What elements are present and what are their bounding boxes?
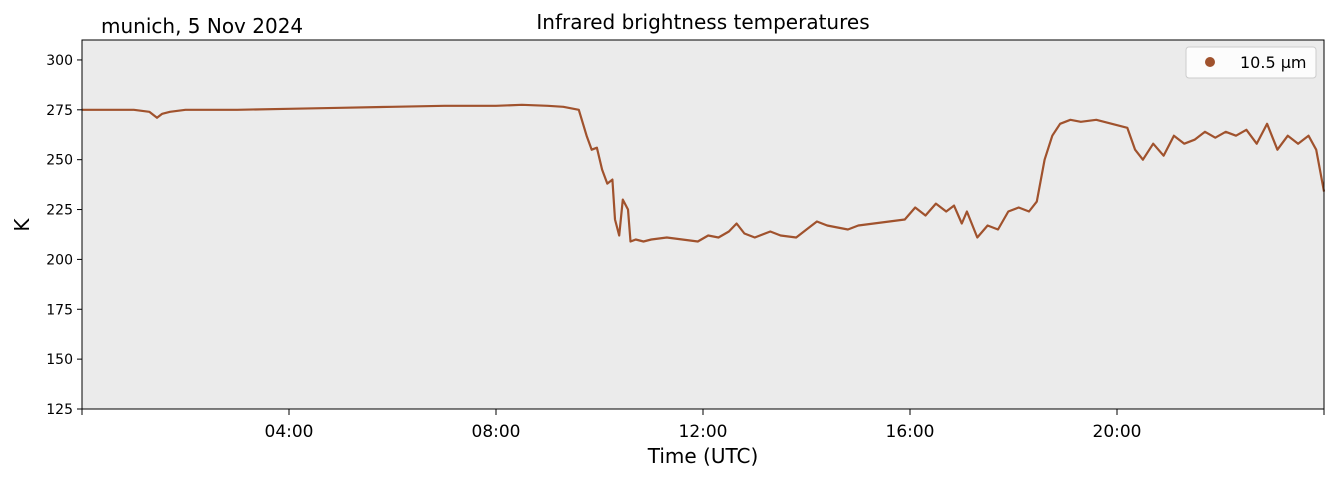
y-tick-label: 275: [46, 103, 73, 119]
y-tick-label: 225: [46, 203, 73, 219]
x-tick-label: 16:00: [886, 422, 935, 442]
x-tick-label: 04:00: [265, 422, 314, 442]
y-tick-label: 150: [46, 352, 73, 368]
location-date-label: munich, 5 Nov 2024: [101, 14, 303, 38]
y-tick-label: 175: [46, 302, 73, 318]
x-tick-label: 20:00: [1093, 422, 1142, 442]
y-tick-label: 300: [46, 53, 73, 69]
chart-title: Infrared brightness temperatures: [536, 10, 869, 34]
legend: 10.5 µm: [1185, 46, 1317, 79]
y-tick-label: 125: [46, 402, 73, 418]
series-line-10-5um: [82, 103, 1326, 243]
y-tick-label: 200: [46, 252, 73, 268]
legend-label: 10.5 µm: [1240, 53, 1306, 72]
y-axis-label: K: [10, 218, 34, 232]
y-axis-ticks: 125 150 175 200 225 250 275 300: [46, 53, 82, 418]
x-axis-label: Time (UTC): [647, 444, 759, 468]
x-tick-label: 12:00: [679, 422, 728, 442]
y-tick-label: 250: [46, 153, 73, 169]
plot-area: [82, 40, 1324, 409]
legend-marker: [1205, 57, 1215, 67]
x-tick-label: 08:00: [472, 422, 521, 442]
legend-box: [1185, 46, 1317, 79]
x-axis-ticks: 04:00 08:00 12:00 16:00 20:00: [81, 409, 1325, 442]
